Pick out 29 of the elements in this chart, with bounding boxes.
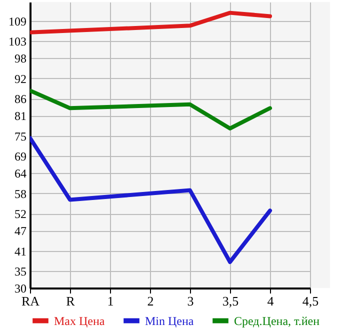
y-tick-label: 41 bbox=[14, 244, 26, 258]
x-tick-label: 2 bbox=[147, 294, 154, 308]
y-tick-label: 75 bbox=[14, 129, 26, 144]
y-tick-label: 98 bbox=[14, 52, 26, 66]
legend-label: Max Цена bbox=[54, 314, 106, 328]
x-tick-label: R bbox=[66, 294, 76, 308]
y-tick-label: 58 bbox=[14, 186, 26, 201]
y-tick-label: 92 bbox=[14, 72, 26, 86]
x-tick-label: 3,5 bbox=[222, 294, 239, 308]
y-tick-label: 81 bbox=[14, 109, 26, 124]
x-tick-label: RA bbox=[21, 294, 40, 308]
x-tick-label: 1 bbox=[107, 294, 114, 308]
y-tick-label: 103 bbox=[8, 34, 26, 49]
y-tick-label: 35 bbox=[14, 264, 26, 279]
line-series bbox=[30, 88, 272, 130]
y-tick-label: 69 bbox=[14, 150, 26, 164]
legend-label: Min Цена bbox=[145, 314, 194, 328]
line-series bbox=[30, 10, 272, 34]
y-tick-label: 47 bbox=[14, 224, 26, 238]
line-series bbox=[30, 136, 272, 264]
y-tick-label: 64 bbox=[14, 166, 26, 181]
y-tick-label: 30 bbox=[14, 282, 26, 296]
y-tick-label: 86 bbox=[14, 92, 26, 106]
y-tick-label: 52 bbox=[14, 207, 26, 222]
x-tick-label: 3 bbox=[187, 294, 194, 308]
x-tick-label: 4,5 bbox=[302, 294, 319, 308]
y-tick-label: 109 bbox=[8, 14, 26, 28]
legend-label: Сред.Цена, т.йен bbox=[234, 314, 320, 328]
x-tick-label: 4 bbox=[267, 294, 274, 308]
